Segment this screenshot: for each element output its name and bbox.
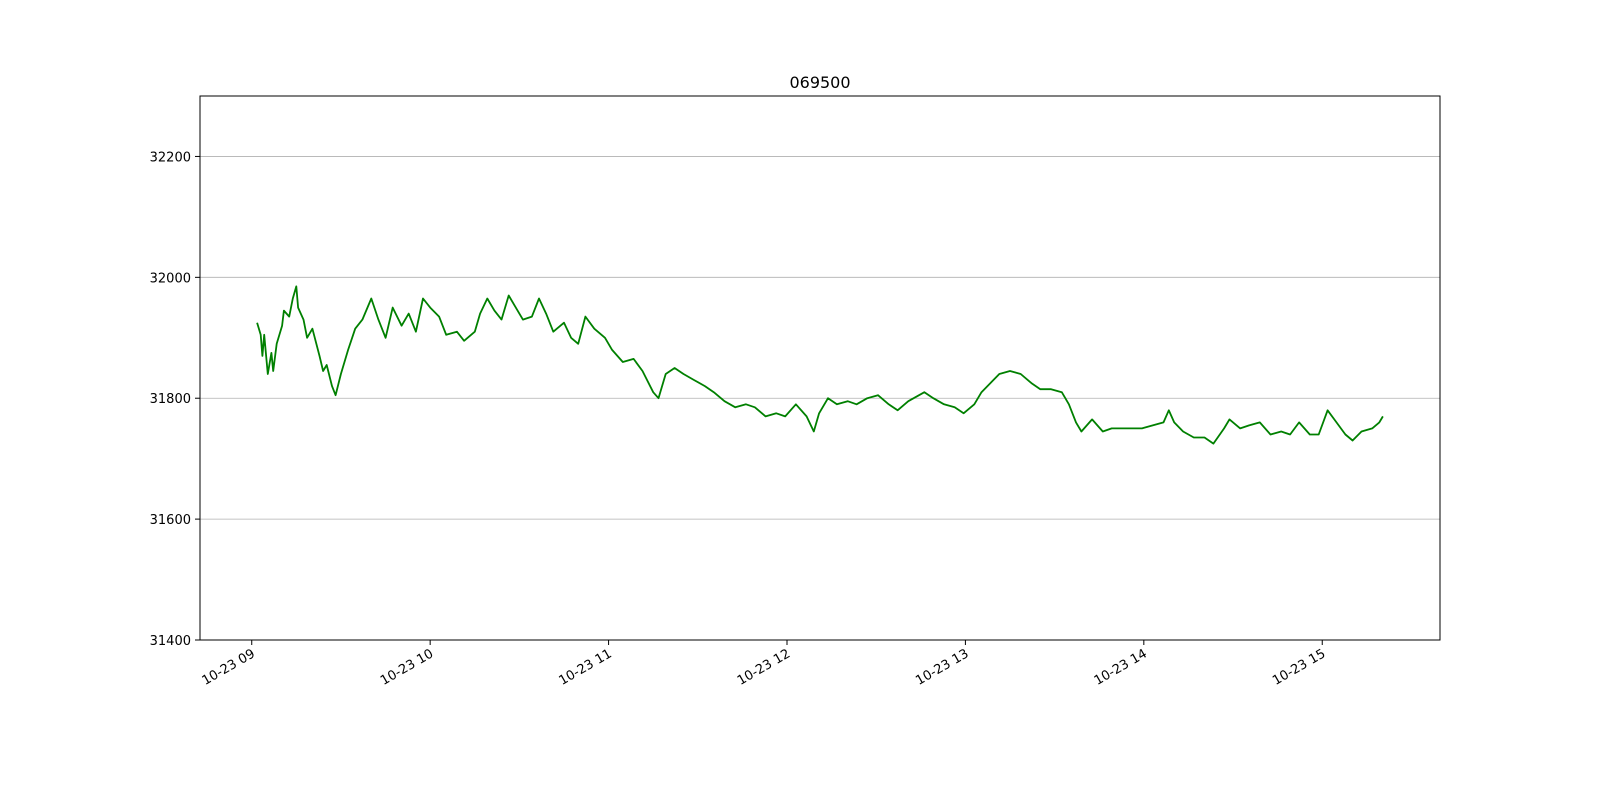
- series-line: [256, 285, 1384, 445]
- y-tick-label: 32200: [150, 150, 191, 165]
- y-tick-label: 31800: [150, 392, 191, 407]
- plot-frame: [199, 95, 1441, 641]
- chart-title: 069500: [789, 73, 850, 92]
- y-tick-label: 31600: [150, 513, 191, 528]
- y-tick-label: 31400: [150, 634, 191, 649]
- y-tick-label: 32000: [150, 271, 191, 286]
